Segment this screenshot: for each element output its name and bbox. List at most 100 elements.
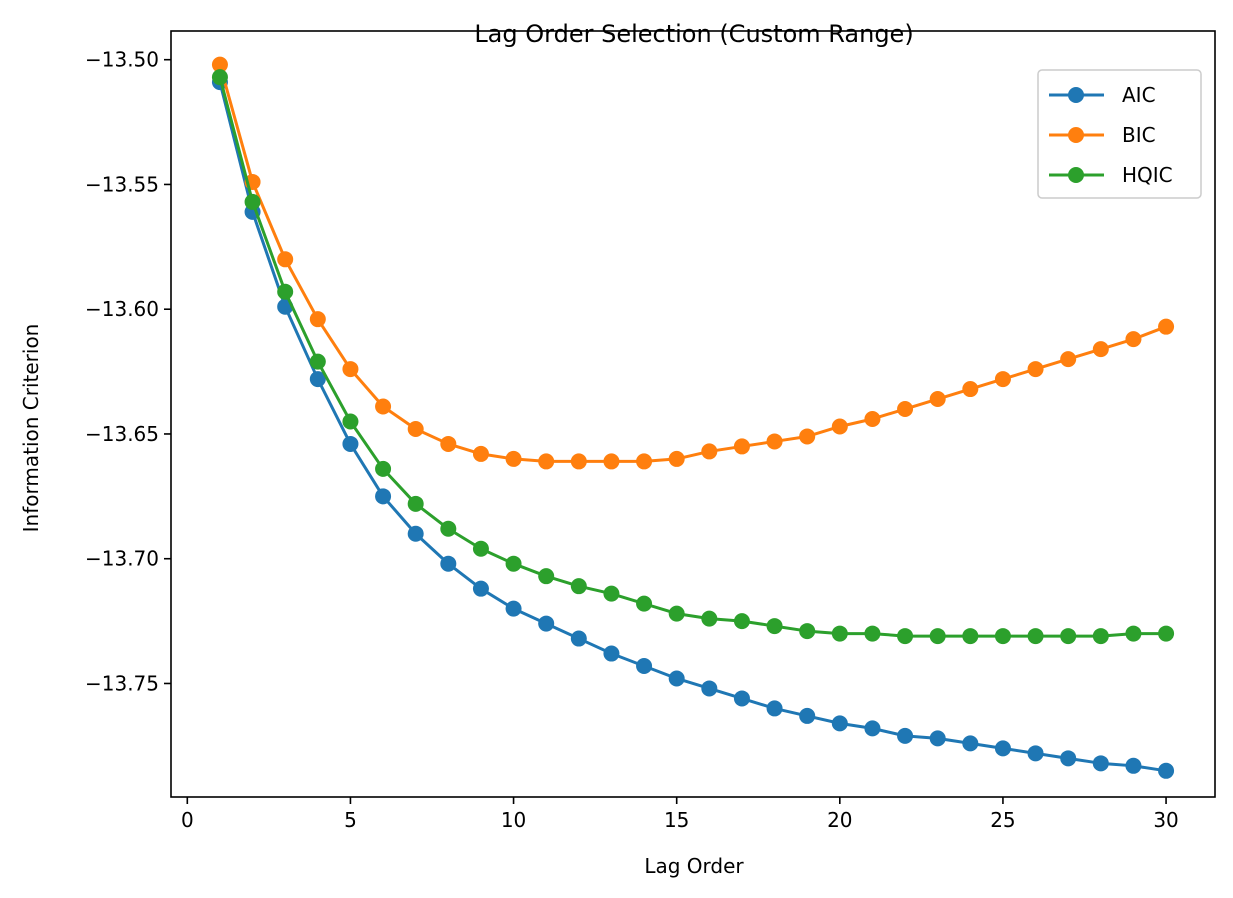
data-point-hqic — [864, 625, 881, 642]
data-point-hqic — [407, 495, 424, 512]
legend-marker-bic — [1068, 127, 1084, 143]
data-point-aic — [962, 735, 979, 752]
x-tick-label: 10 — [501, 808, 526, 832]
data-point-aic — [929, 730, 946, 747]
data-point-hqic — [244, 193, 261, 210]
x-tick-label: 15 — [664, 808, 689, 832]
data-point-bic — [733, 438, 750, 455]
y-tick-label: −13.65 — [85, 422, 159, 446]
data-point-aic — [342, 435, 359, 452]
axes-frame — [170, 30, 1216, 798]
data-point-bic — [668, 450, 685, 467]
data-point-aic — [309, 371, 326, 388]
data-point-aic — [1027, 745, 1044, 762]
data-point-bic — [407, 420, 424, 437]
data-point-bic — [472, 445, 489, 462]
data-point-aic — [505, 600, 522, 617]
data-point-hqic — [505, 555, 522, 572]
data-point-bic — [766, 433, 783, 450]
data-point-aic — [603, 645, 620, 662]
data-point-aic — [440, 555, 457, 572]
data-point-bic — [440, 435, 457, 452]
data-point-bic — [962, 381, 979, 398]
data-point-bic — [1158, 318, 1175, 335]
data-point-aic — [538, 615, 555, 632]
chart-title: Lag Order Selection (Custom Range) — [474, 20, 913, 48]
data-point-hqic — [603, 585, 620, 602]
data-point-hqic — [831, 625, 848, 642]
data-point-aic — [799, 707, 816, 724]
data-point-hqic — [701, 610, 718, 627]
data-point-hqic — [1027, 628, 1044, 645]
data-point-aic — [472, 580, 489, 597]
data-point-aic — [375, 488, 392, 505]
plot-area: 0 5 10 15 20 25 30 −13.50 −13.55 −13.60 −13.65 −13.… — [85, 30, 1216, 832]
y-tick-label: −13.55 — [85, 172, 159, 196]
data-point-hqic — [309, 353, 326, 370]
legend-marker-hqic — [1068, 167, 1084, 183]
data-point-bic — [211, 56, 228, 73]
data-point-aic — [407, 525, 424, 542]
data-point-hqic — [570, 578, 587, 595]
y-tick-label: −13.50 — [85, 48, 159, 72]
data-point-bic — [864, 410, 881, 427]
data-point-hqic — [962, 628, 979, 645]
data-point-bic — [929, 391, 946, 408]
data-point-aic — [701, 680, 718, 697]
data-point-hqic — [668, 605, 685, 622]
data-point-hqic — [636, 595, 653, 612]
data-point-hqic — [994, 628, 1011, 645]
data-point-aic — [1060, 750, 1077, 767]
y-tick-label: −13.60 — [85, 297, 159, 321]
data-point-aic — [1158, 762, 1175, 779]
data-point-aic — [733, 690, 750, 707]
x-axis-label: Lag Order — [644, 854, 744, 878]
data-point-hqic — [1092, 628, 1109, 645]
data-point-hqic — [211, 69, 228, 86]
data-point-bic — [505, 450, 522, 467]
data-point-aic — [1125, 757, 1142, 774]
legend-label-hqic: HQIC — [1122, 163, 1173, 187]
data-point-bic — [538, 453, 555, 470]
data-point-hqic — [472, 540, 489, 557]
y-tick-label: −13.70 — [85, 547, 159, 571]
data-point-bic — [570, 453, 587, 470]
legend-marker-aic — [1068, 87, 1084, 103]
data-point-hqic — [1060, 628, 1077, 645]
data-point-bic — [831, 418, 848, 435]
data-point-bic — [1060, 351, 1077, 368]
data-point-hqic — [929, 628, 946, 645]
data-point-hqic — [440, 520, 457, 537]
data-point-hqic — [1125, 625, 1142, 642]
data-point-bic — [603, 453, 620, 470]
data-point-hqic — [342, 413, 359, 430]
data-point-aic — [1092, 755, 1109, 772]
y-tick-label: −13.75 — [85, 671, 159, 695]
legend: AIC BIC HQIC — [1037, 69, 1202, 199]
data-point-aic — [766, 700, 783, 717]
data-point-hqic — [375, 460, 392, 477]
data-point-aic — [570, 630, 587, 647]
data-point-hqic — [897, 628, 914, 645]
x-tick-label: 25 — [990, 808, 1015, 832]
legend-label-bic: BIC — [1122, 123, 1156, 147]
data-point-bic — [701, 443, 718, 460]
data-point-hqic — [277, 283, 294, 300]
data-point-bic — [375, 398, 392, 415]
data-point-aic — [994, 740, 1011, 757]
data-point-aic — [864, 720, 881, 737]
data-point-bic — [799, 428, 816, 445]
data-point-aic — [636, 658, 653, 675]
data-point-aic — [831, 715, 848, 732]
data-point-bic — [1125, 331, 1142, 348]
x-tick-label: 20 — [827, 808, 852, 832]
data-point-hqic — [733, 613, 750, 630]
data-point-bic — [1092, 341, 1109, 358]
x-tick-label: 5 — [344, 808, 357, 832]
data-point-bic — [636, 453, 653, 470]
data-point-bic — [994, 371, 1011, 388]
data-point-hqic — [1158, 625, 1175, 642]
